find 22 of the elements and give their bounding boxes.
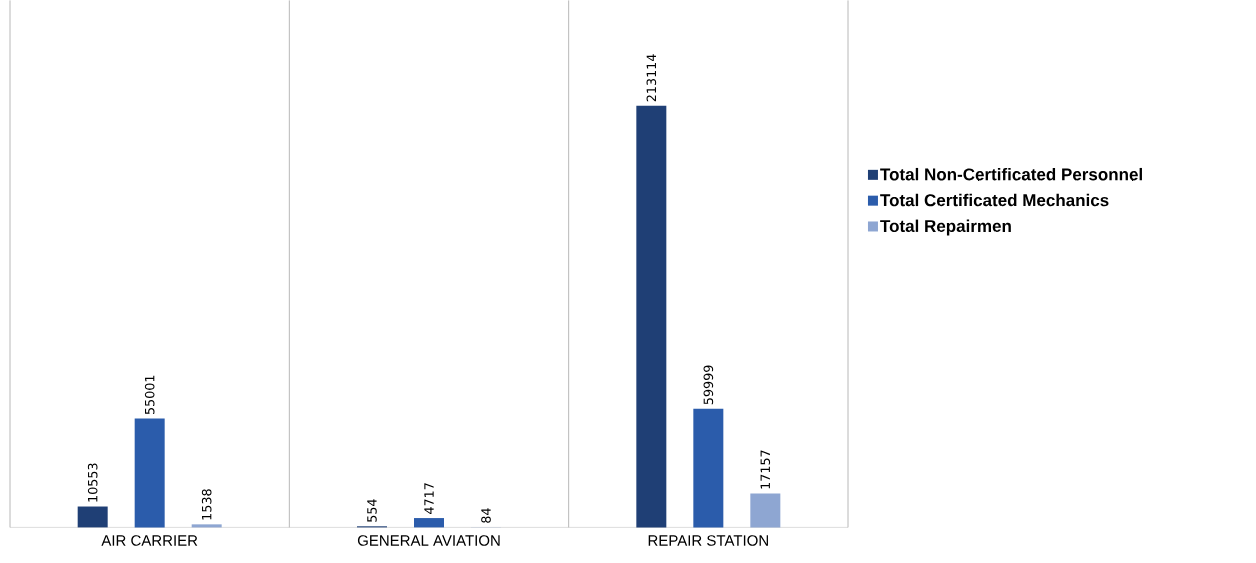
data-label: 59999 (703, 365, 714, 404)
x-tick-label: AIR CARRIER (101, 535, 198, 546)
legend-label: Total Certificated Mechanics (880, 193, 1109, 207)
data-label: 55001 (144, 375, 155, 414)
data-label: 1538 (201, 489, 212, 520)
data-label: 17157 (760, 450, 771, 489)
legend-label: Total Non-Certificated Personnel (880, 167, 1142, 181)
bar (414, 517, 445, 528)
x-tick-label: REPAIR STATION (648, 535, 768, 546)
bar (77, 506, 108, 528)
data-label: 213114 (646, 54, 657, 102)
data-label: 84 (481, 507, 491, 523)
data-label: 4717 (424, 482, 434, 514)
bar (134, 418, 165, 528)
bar (750, 493, 781, 528)
bar (191, 524, 222, 528)
data-label: 554 (367, 498, 377, 522)
bar (693, 408, 724, 528)
legend-label: Total Repairmen (880, 219, 1011, 236)
bar (636, 105, 667, 528)
x-tick-label: GENERAL AVIATION (357, 535, 500, 546)
data-label: 10553 (87, 463, 98, 502)
